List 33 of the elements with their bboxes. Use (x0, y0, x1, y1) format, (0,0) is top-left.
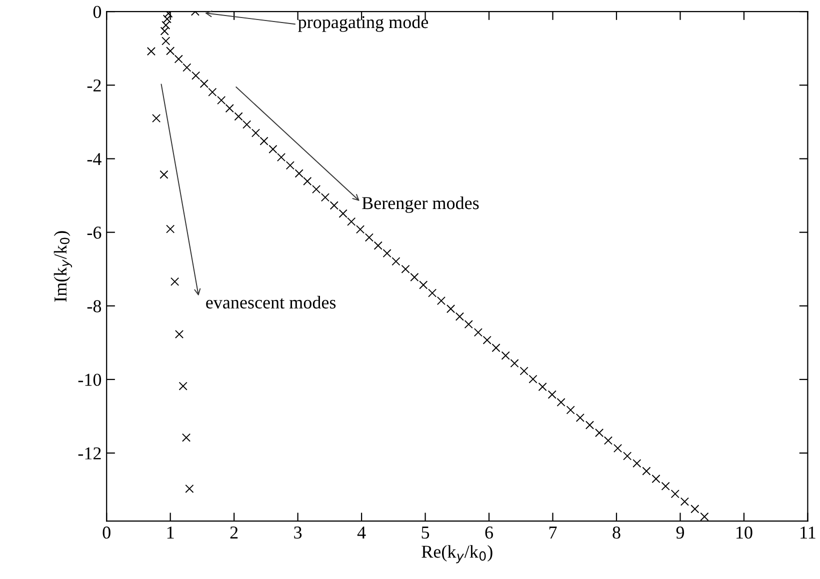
annotation: Berenger modes (362, 196, 479, 213)
point (178, 382, 188, 390)
y-axis-title: Im(k$_{y}$/k$_{0}$) (54, 231, 72, 302)
annotation: evanescent modes (206, 296, 336, 309)
y-tick-label: -12 (78, 447, 101, 460)
point (182, 433, 191, 442)
x-tick-label: 2 (230, 526, 238, 538)
x-tick-label: 11 (800, 526, 816, 538)
x-tick-label: 6 (485, 526, 493, 539)
y-tick-label: -4 (87, 153, 102, 165)
y-tick-label: -10 (78, 374, 102, 386)
annotation: propagating mode (298, 16, 428, 32)
x-tick-label: 4 (357, 526, 366, 538)
y-tick-label: -2 (87, 79, 101, 92)
y-tick-label: -8 (87, 300, 102, 312)
y-tick-label: -6 (87, 226, 102, 239)
x-tick-label: 7 (549, 526, 557, 538)
x-tick-label: 8 (612, 526, 620, 539)
point (146, 47, 156, 56)
x-tick-label: 3 (294, 526, 302, 539)
x-tick-label: 1 (167, 526, 174, 538)
x-tick-label: 9 (676, 526, 684, 539)
x-tick-label: 0 (102, 526, 110, 539)
point (174, 330, 184, 339)
point (185, 484, 194, 494)
point (160, 170, 168, 179)
x-axis-title: Re(k$_{y}$/k$_{0}$) (422, 545, 492, 564)
point (170, 277, 180, 286)
x-tick-label: 10 (736, 526, 752, 539)
point (166, 224, 175, 234)
point (152, 114, 161, 123)
x-tick-label: 5 (422, 526, 430, 539)
y-tick-label: 0 (93, 6, 102, 18)
